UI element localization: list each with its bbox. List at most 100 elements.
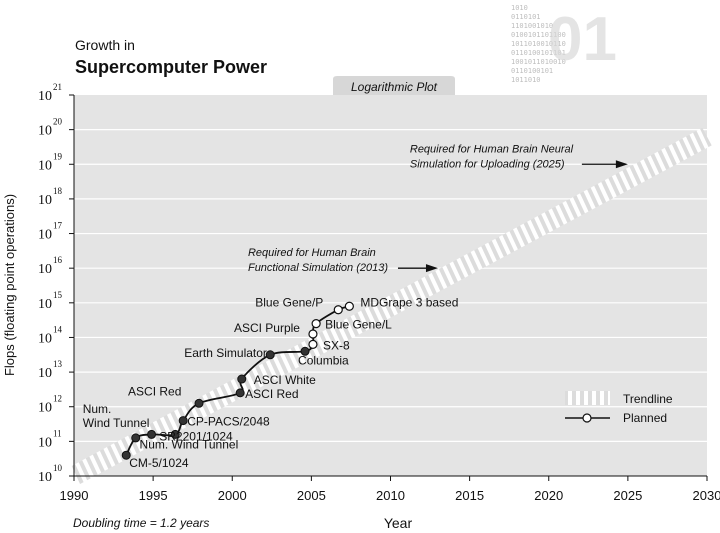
svg-text:01: 01 bbox=[548, 5, 617, 74]
label-sx-8: SX-8 bbox=[323, 338, 350, 352]
x-tick-label-2005: 2005 bbox=[297, 488, 326, 503]
y-tick-base: 10 bbox=[38, 193, 52, 208]
label-num-wind-tunnel-1993: Num.Wind Tunnel bbox=[83, 402, 150, 430]
doubling-time-note: Doubling time = 1.2 years bbox=[73, 516, 209, 530]
y-tick-base: 10 bbox=[38, 435, 52, 450]
label-asci-purple: ASCI Purple bbox=[234, 321, 300, 335]
y-tick-exponent: 12 bbox=[53, 394, 62, 404]
label-line-2: Wind Tunnel bbox=[83, 416, 150, 430]
y-tick-exponent: 18 bbox=[53, 186, 63, 196]
achieved-point-2 bbox=[147, 429, 157, 439]
planned-point-3 bbox=[333, 305, 343, 315]
legend-planned-label: Planned bbox=[623, 411, 667, 425]
x-tick-label-2030: 2030 bbox=[693, 488, 720, 503]
achieved-point-1 bbox=[131, 433, 141, 443]
achieved-point-5 bbox=[194, 398, 204, 408]
label-asci-white: ASCI White bbox=[254, 373, 316, 387]
annotation-2: Required for Human Brain Neural Simulatio… bbox=[410, 143, 628, 170]
y-tick-base: 10 bbox=[38, 89, 52, 104]
x-tick-label-2015: 2015 bbox=[455, 488, 484, 503]
svg-text:0100101101100: 0100101101100 bbox=[511, 31, 566, 39]
label-asci-red: ASCI Red bbox=[245, 387, 298, 401]
y-tick-exponent: 19 bbox=[53, 151, 63, 161]
legend-item-trendline: Trendline bbox=[565, 391, 673, 406]
svg-text:0110100101101: 0110100101101 bbox=[511, 49, 566, 57]
label-blue-gene-p: Blue Gene/P bbox=[255, 296, 323, 310]
svg-text:0110100101: 0110100101 bbox=[511, 67, 553, 75]
annotation-line: Required for Human Brain bbox=[248, 247, 376, 259]
annotation-line: Functional Simulation (2013) bbox=[248, 262, 388, 274]
label-line: Num. bbox=[83, 402, 112, 416]
y-tick-label-1e10: 1010 bbox=[38, 463, 63, 485]
planned-point-4 bbox=[344, 301, 354, 311]
planned-point-1 bbox=[308, 329, 318, 339]
svg-text:1001011010010: 1001011010010 bbox=[511, 58, 566, 66]
y-tick-base: 10 bbox=[38, 297, 52, 312]
achieved-point-6 bbox=[235, 388, 245, 398]
achieved-point-9 bbox=[300, 346, 310, 356]
legend: Trendline Planned bbox=[565, 391, 673, 425]
legend-planned-marker bbox=[582, 413, 592, 423]
y-tick-base: 10 bbox=[38, 228, 52, 243]
planned-point-2 bbox=[311, 319, 321, 329]
x-tick-label-1990: 1990 bbox=[60, 488, 89, 503]
svg-text:1011010010110: 1011010010110 bbox=[511, 40, 566, 48]
label-sr2201-1024: SR2201/1024 bbox=[159, 429, 233, 443]
annotation-arrow-head bbox=[615, 160, 628, 169]
svg-text:1010: 1010 bbox=[511, 4, 528, 12]
y-tick-base: 10 bbox=[38, 124, 52, 139]
y-tick-exponent: 20 bbox=[53, 117, 63, 127]
x-tick-label-2010: 2010 bbox=[376, 488, 405, 503]
x-tick-label-2020: 2020 bbox=[534, 488, 563, 503]
y-tick-base: 10 bbox=[38, 262, 52, 277]
label-mdgrape-3-based: MDGrape 3 based bbox=[360, 295, 458, 309]
annotation-line: Required for Human Brain Neural bbox=[410, 143, 574, 155]
logarithmic-plot-tab: Logarithmic Plot bbox=[333, 76, 455, 95]
x-tick-label-2000: 2000 bbox=[218, 488, 247, 503]
grid-lines bbox=[74, 129, 707, 442]
legend-item-planned: Planned bbox=[565, 411, 667, 425]
planned-point-0 bbox=[308, 339, 318, 349]
label-blue-gene-l: Blue Gene/L bbox=[325, 318, 392, 332]
achieved-point-3 bbox=[170, 429, 180, 439]
legend-trendline-label: Trendline bbox=[623, 392, 673, 406]
y-tick-base: 10 bbox=[38, 470, 52, 485]
svg-text:1011010: 1011010 bbox=[511, 76, 541, 84]
legend-trendline-swatch bbox=[565, 391, 610, 405]
x-tick-label-1995: 1995 bbox=[139, 488, 168, 503]
label-cm-5-1024: CM-5/1024 bbox=[129, 456, 189, 470]
y-axis-label: Flops (floating point operations) bbox=[2, 194, 17, 376]
label-num-wind-tunnel: Num. Wind Tunnel bbox=[140, 437, 239, 451]
y-tick-exponent: 17 bbox=[53, 221, 63, 231]
x-tick-label-2025: 2025 bbox=[613, 488, 642, 503]
x-axis-label: Year bbox=[384, 515, 413, 531]
annotation-line: Simulation for Uploading (2025) bbox=[410, 158, 565, 170]
axes: 1990 1995 2000 2005 2010 2015 2020 2025 20301010… bbox=[38, 82, 720, 503]
y-tick-label-1e11: 1011 bbox=[38, 428, 62, 450]
annotations: Required for Human Brain Functional Simul… bbox=[248, 143, 628, 274]
y-tick-exponent: 15 bbox=[53, 290, 63, 300]
label-cp-pacs-2048: CP-PACS/2048 bbox=[187, 415, 270, 429]
svg-text:1101001010: 1101001010 bbox=[511, 22, 553, 30]
label-columbia: Columbia bbox=[298, 353, 349, 367]
y-tick-base: 10 bbox=[38, 158, 52, 173]
y-tick-exponent: 11 bbox=[53, 428, 62, 438]
title-line-1: Growth in bbox=[75, 37, 135, 53]
achieved-point-0 bbox=[121, 450, 131, 460]
y-tick-exponent: 13 bbox=[53, 359, 63, 369]
annotation-1: Required for Human Brain Functional Simul… bbox=[248, 247, 438, 274]
page-title: Supercomputer Power bbox=[75, 57, 267, 77]
y-tick-base: 10 bbox=[38, 401, 52, 416]
label-asci-red: ASCI Red bbox=[128, 384, 181, 398]
binary-01-logo: 1010 0110101 1101001010 0100101101100 10… bbox=[511, 4, 617, 84]
